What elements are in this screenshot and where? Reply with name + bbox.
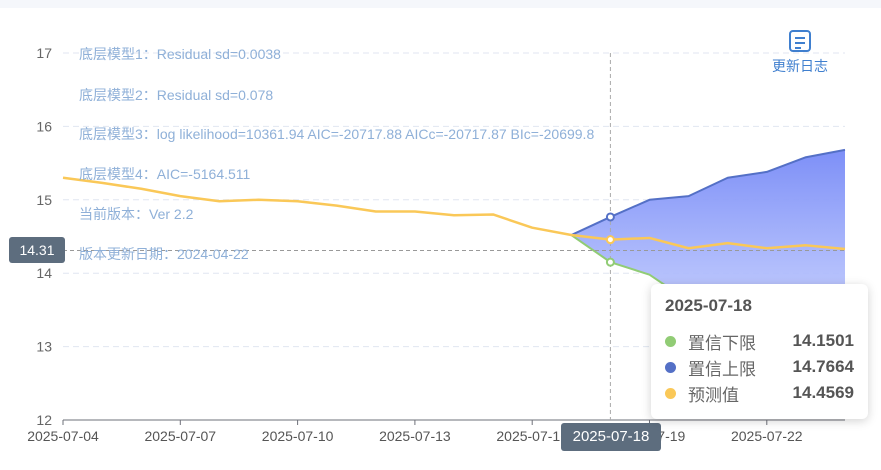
series-forecast-line <box>62 176 846 251</box>
y-tick-label: 12 <box>36 412 52 428</box>
highlight-point <box>605 212 615 222</box>
changelog-label: 更新日志 <box>772 58 828 74</box>
x-tick-label: 2025-07-16 <box>496 428 568 444</box>
highlight-point <box>605 257 615 267</box>
model-info-text: 底层模型4：AIC=-5164.511 <box>79 166 251 182</box>
model-info-text: 底层模型1：Residual sd=0.0038 <box>79 46 281 62</box>
model-info-text: 底层模型2：Residual sd=0.078 <box>79 87 273 103</box>
x-tick-label: 2025-07-04 <box>27 428 99 444</box>
chart-card: 12 13 14 15 16 17 2025-07-04 2025-07-07 2025-07-… <box>0 8 881 470</box>
series-color-dot <box>665 335 676 347</box>
crosshair-x-label: 2025-07-18 <box>561 423 661 451</box>
series-color-dot <box>665 387 676 399</box>
tooltip-date: 2025-07-18 <box>665 296 752 315</box>
x-tick-label: 2025-07-22 <box>731 428 803 444</box>
series-color-dot <box>665 361 676 373</box>
tooltip: 2025-07-18 置信下限 14.1501 置信上限 14.7664 预测值… <box>651 284 868 419</box>
highlight-point <box>605 235 615 245</box>
model-info-text: 底层模型3：log likelihood=10361.94 AIC=-20717… <box>79 126 594 142</box>
tooltip-row-forecast: 预测值 14.4569 <box>665 380 854 406</box>
changelog-button[interactable]: 更新日志 <box>766 30 834 76</box>
model-info-text: 版本更新日期：2024-04-22 <box>79 246 249 262</box>
x-tick-label: 2025-07-13 <box>379 428 451 444</box>
model-info-text: 当前版本：Ver 2.2 <box>79 206 194 222</box>
document-list-icon <box>789 30 811 52</box>
tooltip-row-upper: 置信上限 14.7664 <box>665 354 854 380</box>
y-tick-label: 16 <box>36 118 52 134</box>
y-tick-label: 14 <box>36 265 52 281</box>
y-tick-label: 15 <box>36 192 52 208</box>
y-tick-label: 17 <box>36 45 52 61</box>
series-upper-line <box>570 148 846 236</box>
x-tick-label: 2025-07-10 <box>262 428 334 444</box>
x-tick-label: 2025-07-07 <box>144 428 216 444</box>
y-tick-label: 13 <box>36 339 52 355</box>
crosshair-y-label: 14.31 <box>9 237 65 263</box>
tooltip-row-lower: 置信下限 14.1501 <box>665 328 854 354</box>
